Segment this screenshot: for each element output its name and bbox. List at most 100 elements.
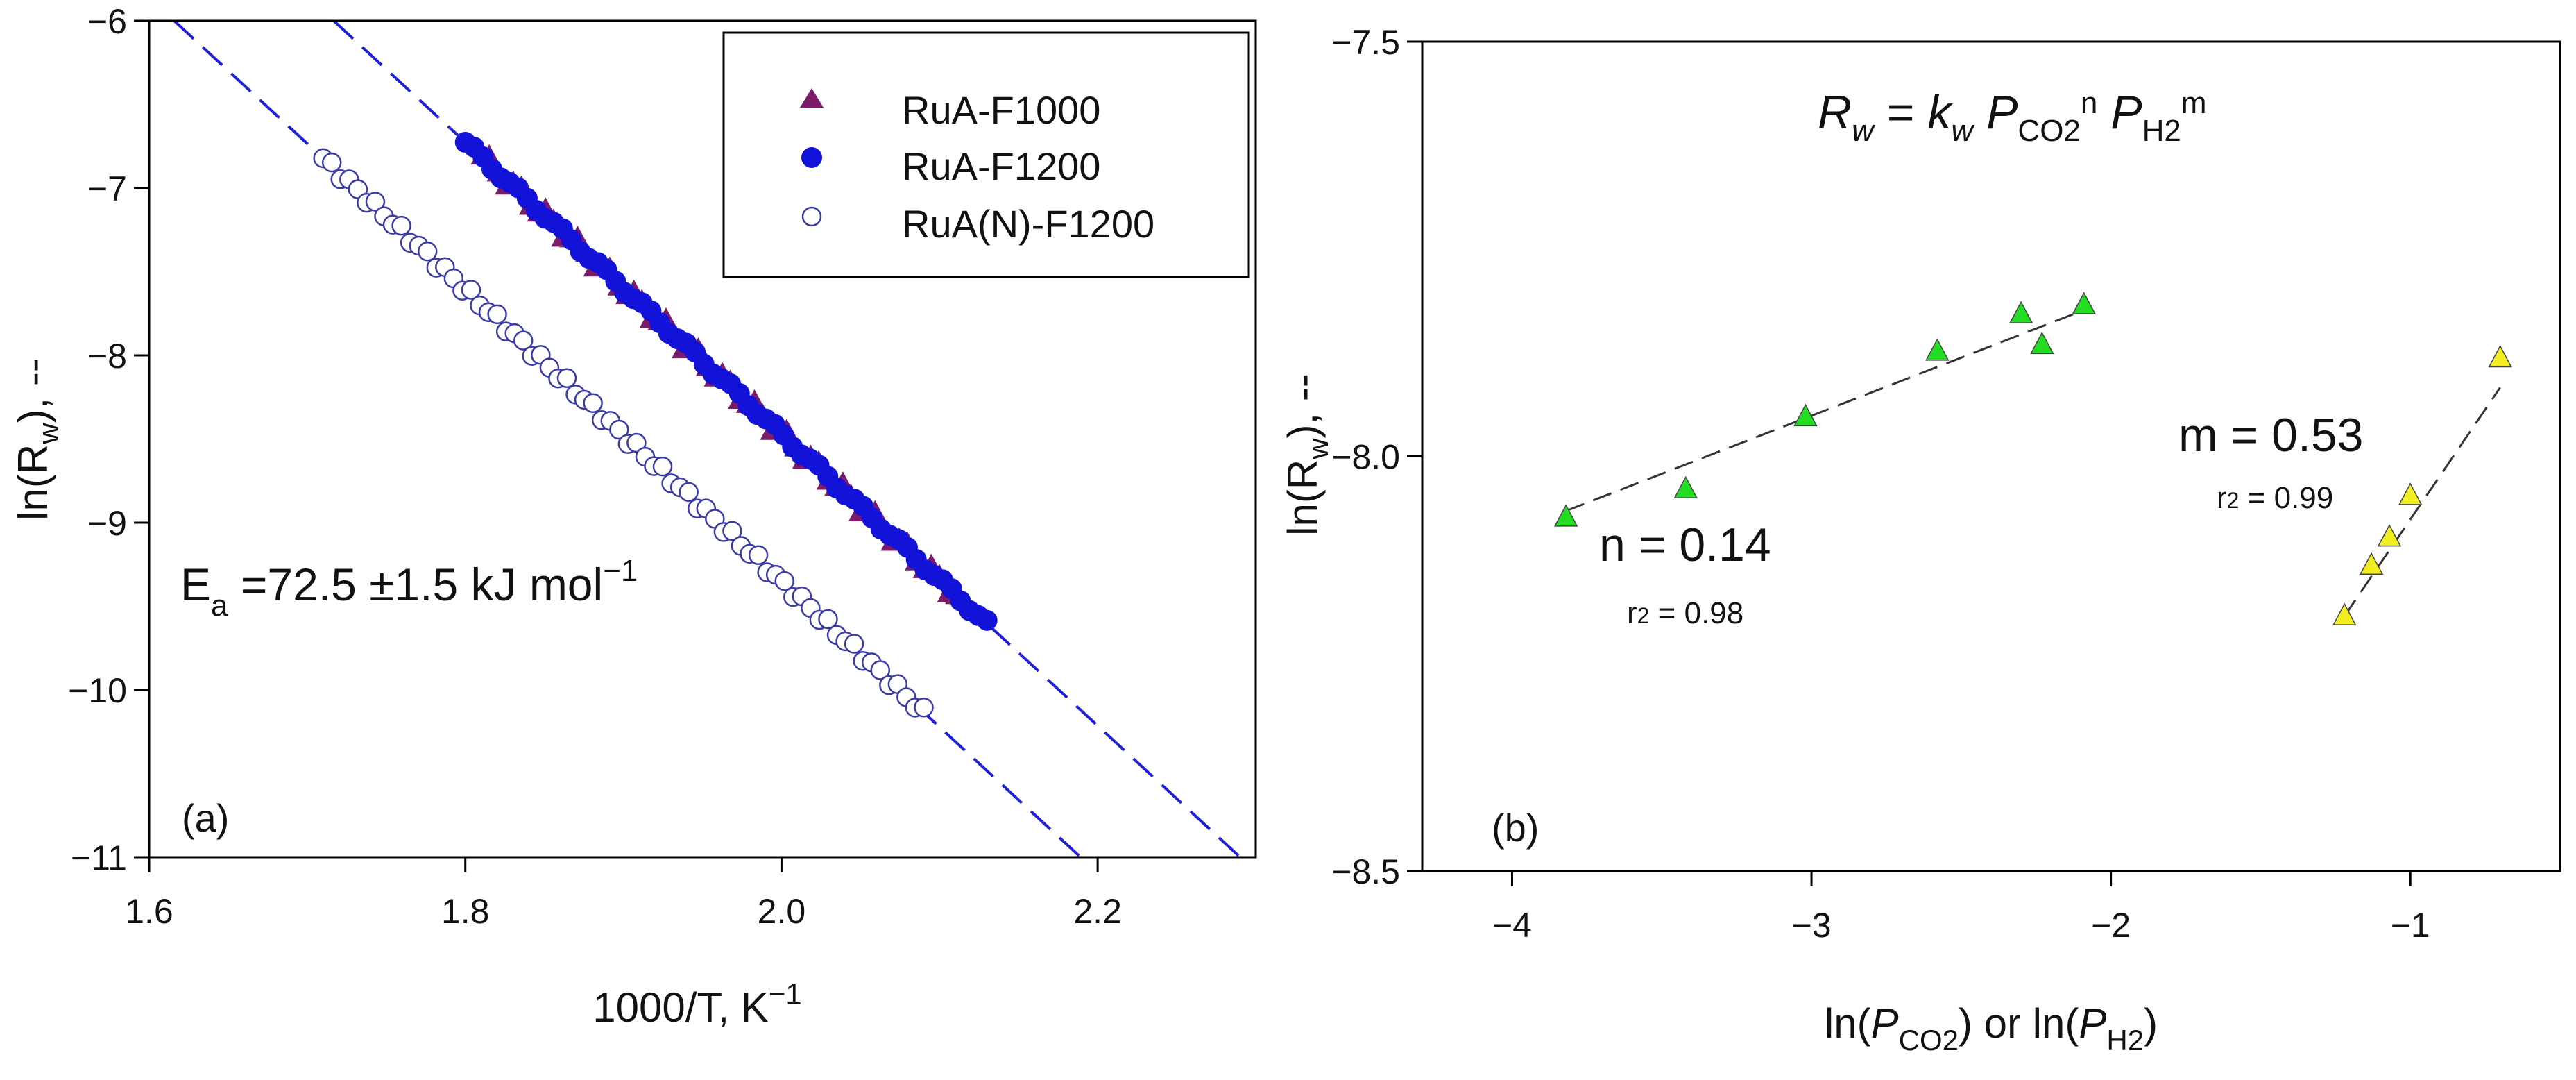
point-rua-n-f1200 — [748, 545, 769, 566]
point-rua-n-f1200 — [774, 571, 794, 591]
r2-n-sub: 2 — [1637, 603, 1650, 628]
x-tick-label-b: −2 — [2091, 906, 2131, 945]
x-axis-label-b: ln(PCO2) or ln(PH2) — [1825, 1000, 2158, 1056]
point-rua-n-f1200 — [626, 432, 647, 453]
point-rua-n-f1200 — [818, 609, 838, 630]
y-axis-label-b-sub: w — [1302, 438, 1334, 460]
data-points-b — [1553, 292, 2512, 625]
point-co2 — [1793, 403, 1818, 427]
point-rua-n-f1200 — [679, 482, 699, 503]
r2-n-value: = 0.98 — [1649, 596, 1743, 630]
point-co2 — [1673, 475, 1698, 499]
point-co2 — [1553, 504, 1578, 527]
x-tick-label-b: −3 — [1792, 906, 1832, 945]
x-tick-label-a: 2.2 — [1073, 892, 1122, 931]
point-rua-n-f1200 — [487, 304, 507, 325]
point-rua-n-f1200 — [844, 634, 864, 654]
panel-label-b: (b) — [1492, 806, 1539, 850]
y-axis-label-a: ln(Rw), -- — [10, 358, 65, 521]
y-tick-label-a: −11 — [71, 838, 127, 877]
plot-frame-b — [1421, 40, 2561, 872]
xb-mid: ) or ln( — [1959, 1000, 2079, 1047]
xb-p1: P — [1871, 1000, 1899, 1047]
r2-m-value: = 0.99 — [2239, 481, 2333, 515]
legend-a: RuA-F1000 RuA-F1200 RuA(N)-F1200 — [722, 31, 1250, 278]
y-tick-label-a: −9 — [87, 504, 127, 543]
ea-subscript: a — [211, 589, 228, 623]
point-rua-n-f1200 — [513, 330, 534, 351]
x-tick-label-a: 1.6 — [125, 892, 173, 931]
point-co2 — [2072, 292, 2097, 314]
plot-frame-a — [148, 19, 1257, 859]
x-tick-label-a: 2.0 — [758, 892, 806, 931]
r2-n-prefix: r — [1627, 596, 1637, 630]
y-tick-label-a: −10 — [68, 671, 127, 710]
legend-label-rua-n-f1200: RuA(N)-F1200 — [902, 202, 1154, 246]
y-tick-label-b: −8.0 — [1331, 438, 1400, 477]
fit-line-b-1 — [2344, 387, 2501, 617]
y-axis-label-b-main: ln(R — [1279, 459, 1326, 536]
x-tick-label-a: 1.8 — [441, 892, 490, 931]
y-tick-label-b: −8.5 — [1331, 852, 1400, 891]
r2-m-sub: 2 — [2227, 488, 2240, 513]
eq-co2-sub: CO2 — [2018, 114, 2080, 148]
point-rua-n-f1200 — [417, 242, 438, 262]
point-h2 — [2359, 552, 2384, 575]
ea-symbol: E — [180, 559, 211, 610]
point-rua-n-f1200 — [914, 698, 934, 718]
xb-end: ) — [2144, 1000, 2158, 1047]
rate-law-equation: Rw = kw PCO2n PH2m — [1818, 86, 2207, 148]
xb-p2: P — [2079, 1000, 2106, 1047]
eq-m-exp: m — [2181, 86, 2207, 120]
point-rua-n-f1200 — [461, 280, 481, 300]
point-rua-n-f1200 — [722, 521, 742, 541]
point-co2 — [1925, 338, 1950, 361]
x-axis-label-a-exp: −1 — [769, 977, 802, 1010]
xb-h2: H2 — [2106, 1024, 2144, 1056]
y-axis-label-b: ln(Rw), -- — [1279, 373, 1334, 536]
y-tick-label-b: −7.5 — [1331, 23, 1400, 62]
panel-b: −4 −3 −2 −1−7.5−8.0−8.5 Rw = kw PCO2n PH2m … — [1279, 23, 2561, 1056]
y-axis-label-b-tail: ), -- — [1279, 373, 1326, 438]
legend-marker-rua-n-f1200 — [801, 206, 822, 227]
eq-p2: P — [2097, 86, 2142, 139]
y-tick-label-a: −7 — [87, 169, 127, 208]
point-co2 — [2030, 331, 2054, 355]
axis-ticks-b: −4 −3 −2 −1 −7.5 −8.0 −8.5 — [1331, 23, 2430, 945]
point-co2 — [2008, 301, 2033, 323]
legend-label-rua-f1200: RuA-F1200 — [902, 144, 1100, 188]
eq-p1: P — [1973, 86, 2018, 139]
point-rua-f1200 — [976, 609, 998, 631]
eq-h2-sub: H2 — [2142, 114, 2181, 148]
activation-energy-annotation: Ea =72.5 ±1.5 kJ mol−1 — [180, 554, 638, 623]
order-label-n: n = 0.14 — [1599, 518, 1771, 571]
point-rua-n-f1200 — [556, 368, 577, 388]
legend-marker-rua-f1000 — [800, 88, 824, 108]
legend-marker-rua-f1200 — [801, 147, 822, 168]
panel-a: 1.6 1.8 2.0 2.2 −6 −7 −8 −9 −10 −11 RuA-F1000 RuA… — [10, 2, 1257, 1031]
point-h2 — [2377, 524, 2402, 547]
point-rua-n-f1200 — [391, 215, 411, 236]
point-rua-n-f1200 — [321, 152, 342, 173]
ea-unit-exponent: −1 — [603, 554, 638, 588]
point-rua-n-f1200 — [365, 192, 386, 212]
fit-line-b-0 — [1565, 309, 2085, 512]
x-tick-label-b: −1 — [2391, 906, 2430, 945]
panel-label-a: (a) — [182, 796, 229, 840]
xb-co2: CO2 — [1899, 1024, 1959, 1056]
fit-lines-b — [1565, 309, 2501, 617]
r2-label-n: r2 = 0.98 — [1627, 596, 1743, 630]
xb-ln1: ln( — [1825, 1000, 1871, 1047]
order-label-m: m = 0.53 — [2178, 409, 2364, 462]
point-h2 — [2488, 344, 2512, 368]
r2-label-m: r2 = 0.99 — [2217, 481, 2333, 515]
axis-ticks-a: 1.6 1.8 2.0 2.2 −6 −7 −8 −9 −10 −11 — [68, 2, 1122, 931]
point-rua-n-f1200 — [652, 456, 673, 477]
legend-label-rua-f1000: RuA-F1000 — [902, 88, 1100, 132]
y-axis-label-a-tail: ), -- — [10, 358, 56, 423]
eq-r: R — [1818, 86, 1852, 139]
point-h2 — [2398, 482, 2423, 505]
eq-k-sub: w — [1951, 114, 1975, 148]
eq-k: k — [1927, 86, 1953, 139]
